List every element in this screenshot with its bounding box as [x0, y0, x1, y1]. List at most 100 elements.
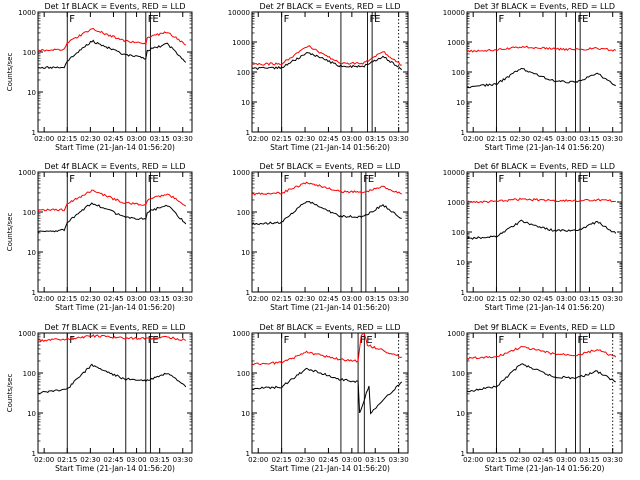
x-axis-label: Start Time (21-Jan-14 01:56:20)	[270, 143, 390, 152]
y-tick-label: 1	[246, 129, 250, 137]
series-events-line	[37, 39, 187, 69]
x-tick-label: 02:15	[272, 135, 292, 143]
x-tick-label: 02:15	[486, 135, 506, 143]
series-events-line	[466, 67, 617, 89]
x-tick-label: 02:45	[103, 295, 123, 303]
event-marker-label: E	[366, 335, 372, 346]
x-tick-label: 02:30	[80, 295, 100, 303]
event-marker-label: E	[152, 335, 158, 346]
y-tick-label: 10	[456, 259, 465, 267]
x-tick-label: 02:45	[533, 295, 553, 303]
x-tick-label: 02:30	[80, 135, 100, 143]
series-events-line	[37, 202, 187, 234]
x-tick-label: 03:00	[126, 135, 146, 143]
x-tick-label: 02:45	[318, 456, 338, 464]
x-tick-label: 02:45	[103, 135, 123, 143]
x-axis-label: Start Time (21-Jan-14 01:56:20)	[270, 303, 390, 312]
y-tick-label: 10	[27, 89, 36, 97]
x-tick-label: 03:00	[342, 456, 362, 464]
series-events-line	[251, 200, 402, 226]
x-tick-label: 03:15	[365, 135, 385, 143]
x-tick-label: 02:30	[295, 295, 315, 303]
chart-title: Det 2f BLACK = Events, RED = LLD	[259, 2, 400, 11]
plot-frame	[466, 171, 623, 293]
x-tick-label: 02:45	[103, 456, 123, 464]
plot-frame	[37, 171, 193, 293]
x-axis-label: Start Time (21-Jan-14 01:56:20)	[485, 464, 605, 473]
x-tick-label: 02:15	[57, 456, 77, 464]
y-tick-label: 1000	[18, 169, 36, 177]
y-tick-label: 1	[32, 450, 36, 458]
event-marker-label: F	[498, 14, 504, 25]
x-tick-label: 03:15	[150, 295, 170, 303]
series-lld-line	[251, 181, 403, 196]
x-tick-label: 03:30	[389, 135, 409, 143]
x-tick-label: 03:00	[556, 295, 576, 303]
x-tick-label: 03:30	[603, 456, 623, 464]
x-axis-label: Start Time (21-Jan-14 01:56:20)	[55, 464, 175, 473]
chart-title: Det 3f BLACK = Events, RED = LLD	[474, 2, 615, 11]
plot-frame	[251, 11, 409, 133]
series-lld-line	[251, 45, 402, 66]
event-marker-label: E	[374, 14, 380, 25]
series-lld-line	[37, 27, 186, 52]
y-tick-label: 100	[452, 370, 465, 378]
series-events-line	[466, 219, 617, 240]
event-marker-label: E	[582, 335, 588, 346]
panel-3: Det 3f BLACK = Events, RED = LLD Start Ti…	[443, 2, 623, 152]
event-marker-label: F	[284, 14, 290, 25]
y-tick-label: 10000	[443, 9, 465, 17]
x-tick-label: 02:30	[295, 135, 315, 143]
y-tick-label: 1000	[447, 330, 465, 338]
x-tick-label: 03:00	[342, 295, 362, 303]
y-tick-label: 100	[237, 69, 250, 77]
panel-8: Det 8f BLACK = Events, RED = LLD Start Ti…	[232, 323, 409, 473]
chart-title: Det 6f BLACK = Events, RED = LLD	[474, 162, 615, 171]
x-tick-label: 03:30	[173, 456, 193, 464]
y-tick-label: 100	[237, 209, 250, 217]
x-tick-label: 02:45	[533, 456, 553, 464]
event-marker-label: F	[69, 335, 75, 346]
series-lld-line	[251, 332, 402, 366]
x-tick-label: 02:30	[510, 135, 530, 143]
y-tick-label: 100	[23, 209, 36, 217]
x-tick-label: 02:00	[463, 135, 483, 143]
chart-title: Det 7f BLACK = Events, RED = LLD	[44, 323, 185, 332]
y-tick-label: 10000	[443, 169, 465, 177]
plot-frame	[37, 332, 193, 454]
y-tick-label: 1	[32, 129, 36, 137]
event-marker-label: E	[152, 174, 158, 185]
x-tick-label: 02:30	[510, 456, 530, 464]
x-tick-label: 03:00	[556, 135, 576, 143]
x-tick-label: 02:00	[34, 135, 54, 143]
x-tick-label: 03:30	[173, 295, 193, 303]
x-axis-label: Start Time (21-Jan-14 01:56:20)	[485, 143, 605, 152]
panel-5: Det 5f BLACK = Events, RED = LLD Start Ti…	[232, 162, 409, 312]
y-tick-label: 1000	[232, 330, 250, 338]
event-marker-label: F	[498, 335, 504, 346]
y-tick-label: 1	[246, 289, 250, 297]
x-axis-label: Start Time (21-Jan-14 01:56:20)	[485, 303, 605, 312]
x-tick-label: 03:15	[150, 135, 170, 143]
y-tick-label: 100	[23, 49, 36, 57]
y-tick-label: 1000	[232, 39, 250, 47]
panel-4: Det 4f BLACK = Events, RED = LLD Start Ti…	[6, 162, 193, 312]
y-tick-label: 100	[237, 370, 250, 378]
x-axis-label: Start Time (21-Jan-14 01:56:20)	[55, 303, 175, 312]
y-tick-label: 1000	[447, 199, 465, 207]
x-tick-label: 03:15	[579, 135, 599, 143]
x-tick-label: 03:30	[173, 135, 193, 143]
y-tick-label: 1000	[18, 9, 36, 17]
event-marker-label: E	[152, 14, 158, 25]
chart-title: Det 8f BLACK = Events, RED = LLD	[259, 323, 400, 332]
y-tick-label: 1000	[18, 330, 36, 338]
x-tick-label: 02:00	[463, 456, 483, 464]
panel-7: Det 7f BLACK = Events, RED = LLD Start Ti…	[6, 323, 193, 473]
event-marker-label: E	[582, 174, 588, 185]
y-tick-label: 1000	[232, 169, 250, 177]
x-tick-label: 03:00	[342, 135, 362, 143]
x-tick-label: 02:00	[34, 456, 54, 464]
x-tick-label: 02:30	[510, 295, 530, 303]
plot-frame	[466, 332, 623, 454]
